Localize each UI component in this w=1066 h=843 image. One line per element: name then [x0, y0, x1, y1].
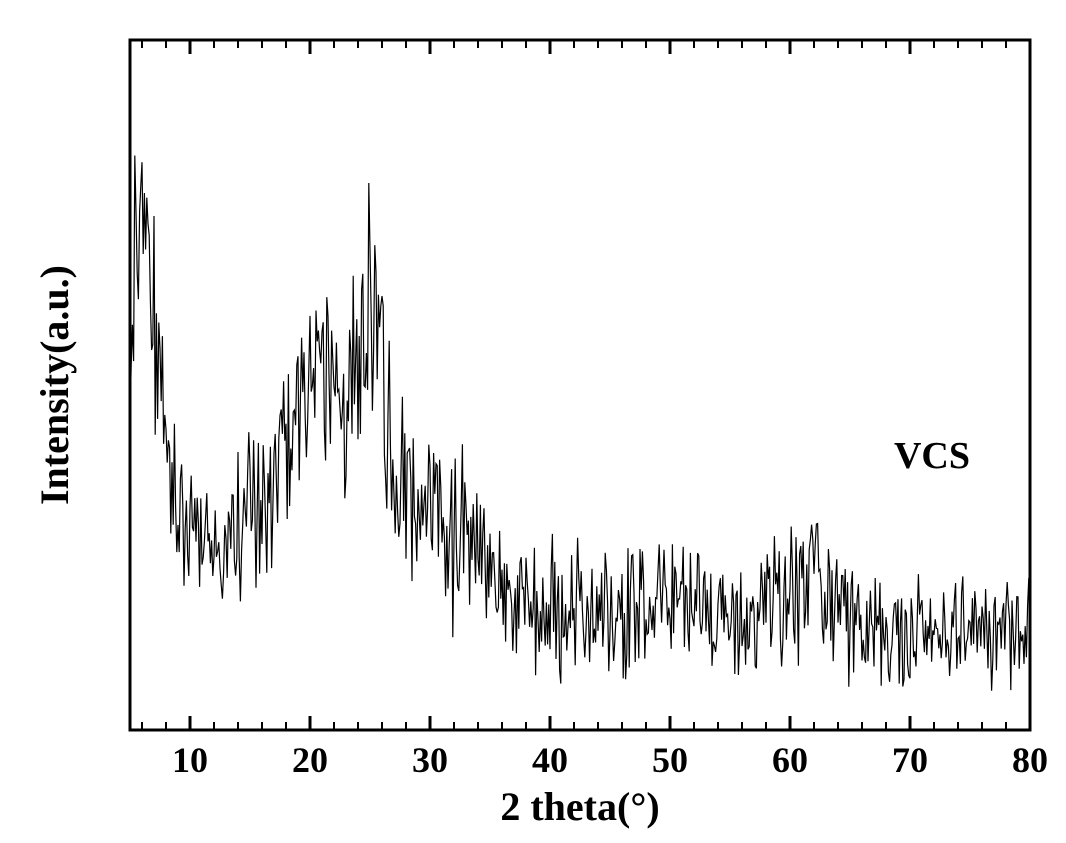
x-tick-label: 10 — [172, 740, 208, 780]
x-tick-label: 70 — [892, 740, 928, 780]
x-tick-label: 20 — [292, 740, 328, 780]
x-tick-label: 30 — [412, 740, 448, 780]
xrd-trace — [130, 156, 1030, 691]
plot-border — [130, 40, 1030, 730]
x-tick-label: 60 — [772, 740, 808, 780]
chart-svg: 10 20 30 40 50 60 70 80 2 theta(°) Intensity(a.u.… — [0, 0, 1066, 843]
x-tick-label: 50 — [652, 740, 688, 780]
y-axis-label: Intensity(a.u.) — [32, 265, 77, 505]
x-tick-label: 80 — [1012, 740, 1048, 780]
xrd-chart: 10 20 30 40 50 60 70 80 2 theta(°) Intensity(a.u.… — [0, 0, 1066, 843]
x-tick-label: 40 — [532, 740, 568, 780]
series-label: VCS — [894, 435, 970, 477]
x-axis-label: 2 theta(°) — [500, 784, 659, 829]
